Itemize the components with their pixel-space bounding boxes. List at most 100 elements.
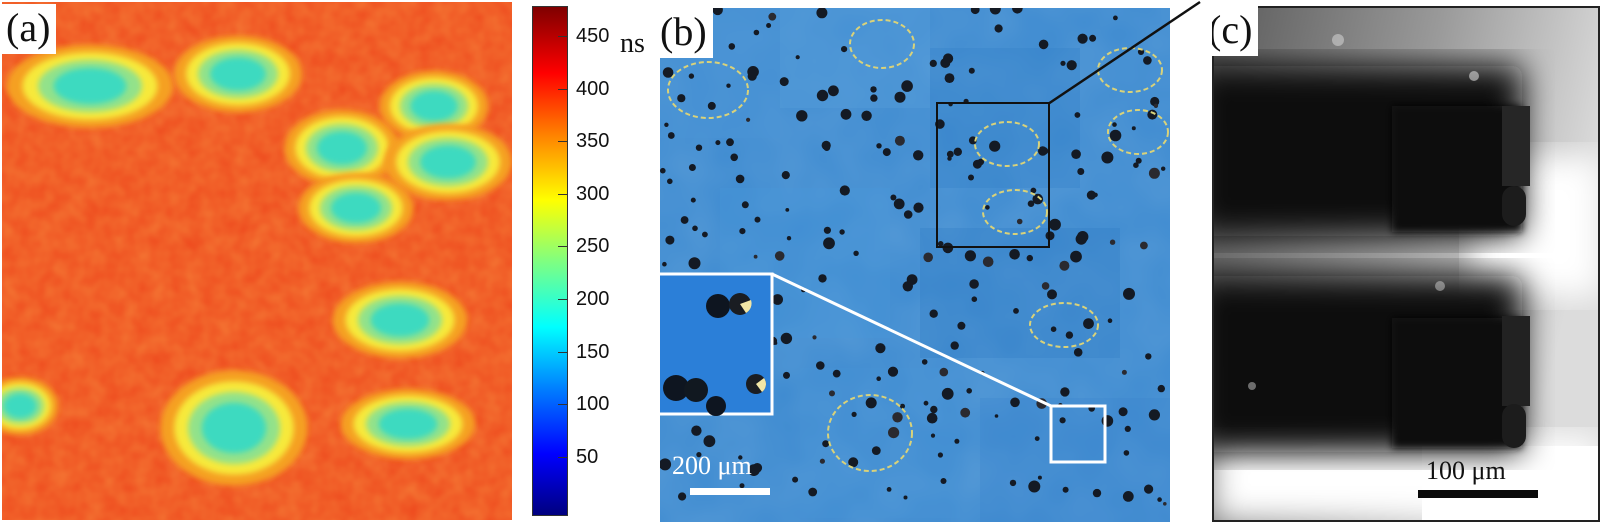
particle — [702, 231, 708, 238]
particle — [1062, 486, 1069, 493]
particle — [1092, 488, 1102, 498]
particle — [851, 411, 857, 417]
particle — [1074, 112, 1081, 118]
particle — [662, 67, 674, 78]
particle — [937, 241, 944, 247]
particle — [971, 296, 978, 303]
panel-a-label: (a) — [2, 4, 57, 54]
particle — [1148, 409, 1160, 421]
particle — [792, 476, 799, 483]
colorbar-tick-mark — [558, 351, 567, 353]
particle — [870, 94, 878, 102]
zoom-grayscale-image — [1212, 6, 1600, 522]
low-lifetime-island — [3, 393, 37, 419]
panel-c-zoom-image: 100 μm (c) — [1212, 6, 1600, 522]
colorbar-tick-mark — [558, 299, 567, 300]
colorbar-tick-label: 150 — [576, 340, 610, 363]
particle — [818, 274, 827, 283]
particle — [1124, 425, 1131, 432]
colorbar-tick-mark — [558, 456, 567, 458]
particle — [930, 405, 938, 414]
particle — [865, 397, 877, 409]
particle — [1047, 289, 1057, 300]
particle — [1144, 484, 1154, 494]
particle — [819, 458, 825, 464]
particle — [890, 194, 897, 201]
particle — [1010, 397, 1020, 408]
particle — [1113, 15, 1118, 21]
particle — [875, 343, 886, 354]
particle — [1145, 353, 1152, 360]
particle — [882, 148, 891, 157]
particle — [969, 279, 979, 289]
particle — [695, 144, 703, 151]
particle — [1153, 103, 1159, 109]
low-lifetime-island — [420, 145, 476, 179]
low-lifetime-island — [378, 408, 438, 440]
particle — [774, 251, 785, 261]
particle — [953, 147, 962, 156]
inset-zoom — [660, 272, 774, 416]
particle — [894, 91, 906, 103]
highlight-circle — [1029, 302, 1099, 348]
particle — [739, 483, 745, 489]
particle — [870, 86, 877, 93]
particle — [929, 309, 938, 318]
particle — [977, 158, 985, 166]
particle — [1157, 497, 1162, 502]
highlight-circle — [982, 189, 1048, 235]
particle — [768, 12, 777, 21]
particle — [667, 178, 673, 185]
panel-b-label: (b) — [660, 8, 713, 58]
colorbar-tick-label: 100 — [576, 393, 610, 416]
particle — [696, 452, 702, 458]
particle — [823, 144, 831, 152]
zoom-connector-line — [1047, 0, 1201, 106]
panel-c-label: (c) — [1212, 6, 1259, 56]
particle — [766, 23, 772, 28]
particle — [1049, 218, 1061, 231]
particle — [853, 250, 859, 256]
colorbar-tick-label: 250 — [576, 235, 610, 258]
particle — [748, 464, 760, 476]
particle — [923, 252, 933, 263]
highlight-circle — [1107, 109, 1169, 155]
particle — [848, 457, 859, 468]
particle — [940, 58, 951, 68]
particle — [1066, 60, 1077, 71]
particle — [913, 202, 924, 213]
particle — [841, 46, 848, 53]
particle — [665, 235, 675, 245]
particle — [1065, 331, 1074, 339]
colorbar-tick-mark — [558, 246, 567, 248]
particle — [738, 455, 743, 460]
particle — [688, 164, 696, 171]
particle — [667, 132, 675, 139]
particle — [840, 108, 852, 120]
particle — [779, 77, 789, 87]
particle — [823, 237, 835, 250]
particle — [1012, 8, 1023, 14]
particle — [901, 80, 913, 92]
particle — [660, 458, 672, 471]
particle — [1143, 56, 1152, 65]
particle — [946, 150, 954, 158]
particle — [1122, 491, 1134, 502]
highlight-circle — [974, 121, 1040, 167]
highlight-circle — [827, 394, 913, 472]
scale-bar-c-label: 100 μm — [1426, 456, 1506, 485]
panel-a-lifetime-map: (a) — [2, 2, 512, 520]
particle — [680, 216, 689, 224]
particle — [892, 412, 903, 423]
particle — [747, 66, 759, 78]
particle — [994, 24, 1003, 33]
particle — [678, 492, 687, 501]
lifetime-map-image — [2, 2, 512, 520]
particle — [888, 427, 900, 439]
particle — [1059, 260, 1070, 271]
particle — [832, 369, 841, 378]
particle — [726, 138, 734, 147]
particle — [1059, 417, 1066, 424]
particle — [1131, 126, 1136, 131]
particle — [876, 143, 882, 149]
